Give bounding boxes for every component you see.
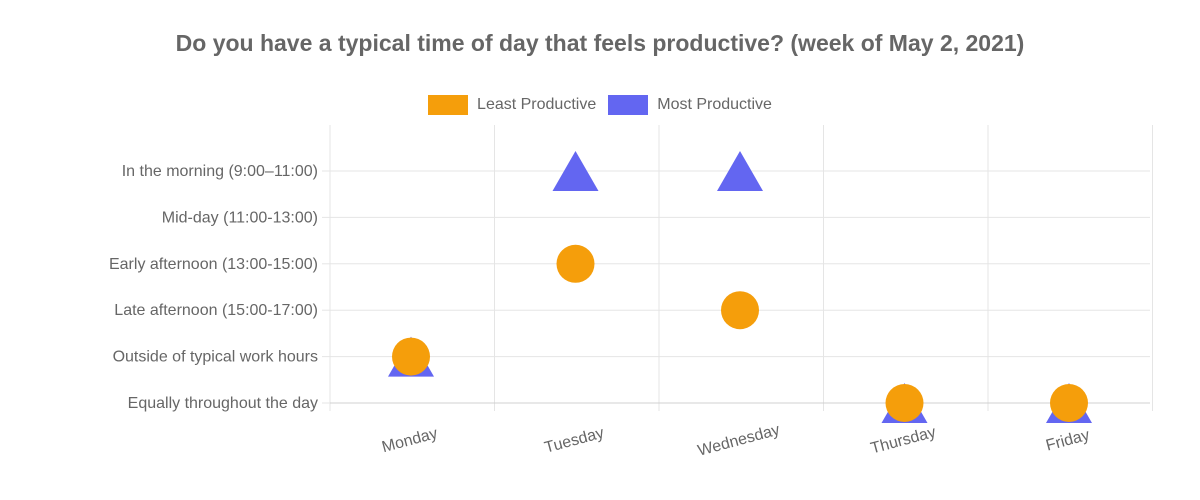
point-least-productive-monday[interactable]	[392, 337, 430, 376]
legend: Least Productive Most Productive	[0, 95, 1200, 115]
y-tick-label-mid-day-11-00-13-00: Mid-day (11:00-13:00)	[162, 209, 318, 226]
x-tick-label-monday: Monday	[380, 425, 439, 456]
point-least-productive-wednesday[interactable]	[721, 291, 759, 330]
y-tick-label-equally-throughout-the-day: Equally throughout the day	[128, 395, 318, 412]
data-points	[388, 151, 1092, 423]
legend-label-most-productive: Most Productive	[657, 96, 772, 113]
x-tick-label-friday: Friday	[1044, 427, 1091, 455]
legend-item-least-productive[interactable]: Least Productive	[428, 95, 596, 115]
legend-swatch-most-productive	[608, 95, 649, 115]
point-most-productive-tuesday[interactable]	[552, 151, 599, 191]
y-tick-label-in-the-morning-9-00-11-00: In the morning (9:00–11:00)	[122, 163, 318, 180]
x-axis-ticks: Monday Tuesday Wednesday Thursday Friday	[380, 422, 1091, 460]
y-axis-ticks: In the morning (9:00–11:00) Mid-day (11:0…	[109, 163, 318, 412]
point-least-productive-tuesday[interactable]	[556, 244, 595, 283]
legend-item-most-productive[interactable]: Most Productive	[608, 95, 772, 115]
x-tick-label-wednesday: Wednesday	[696, 422, 782, 460]
point-least-productive-thursday[interactable]	[885, 384, 924, 422]
x-tick-label-tuesday: Tuesday	[543, 425, 606, 457]
point-least-productive-friday[interactable]	[1050, 384, 1088, 422]
legend-label-least-productive: Least Productive	[477, 96, 597, 113]
x-tick-label-thursday: Thursday	[869, 424, 938, 458]
y-tick-label-late-afternoon-15-00-17-00: Late afternoon (15:00-17:00)	[114, 302, 318, 319]
point-most-productive-wednesday[interactable]	[717, 151, 763, 191]
y-tick-label-early-afternoon-13-00-15-00: Early afternoon (13:00-15:00)	[109, 256, 318, 273]
y-tick-label-outside-of-typical-work-hours: Outside of typical work hours	[113, 349, 318, 366]
chart-title: Do you have a typical time of day that f…	[175, 30, 1025, 56]
legend-swatch-least-productive	[428, 95, 469, 115]
